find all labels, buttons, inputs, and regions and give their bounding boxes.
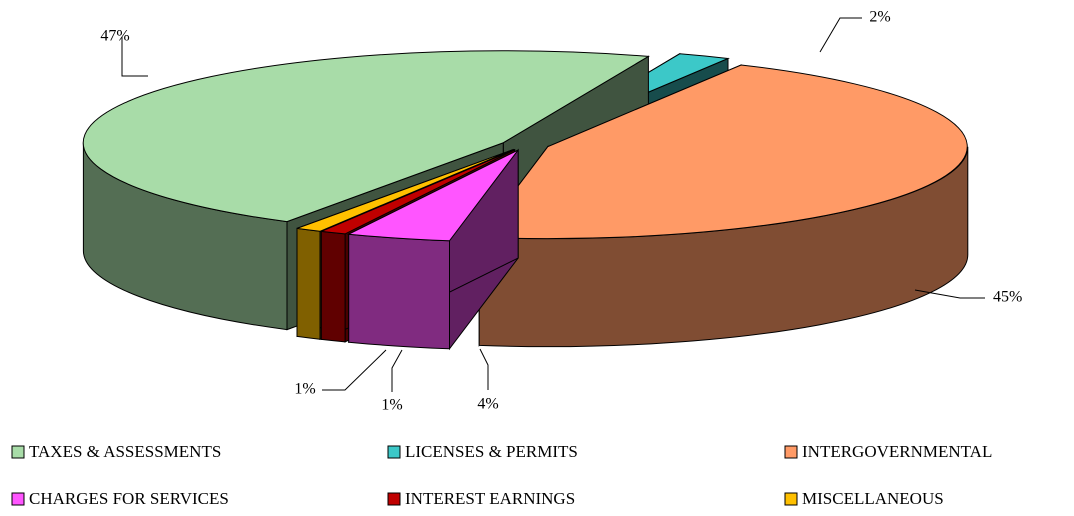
leader-line xyxy=(819,17,862,53)
slice xyxy=(346,148,519,351)
data-label: 2% xyxy=(869,9,890,26)
legend-swatch xyxy=(784,445,798,459)
legend-label: CHARGES FOR SERVICES xyxy=(29,489,229,508)
legend-swatch xyxy=(387,445,401,459)
leader-line xyxy=(479,348,489,390)
legend-label: MISCELLANEOUS xyxy=(802,489,944,508)
slice-top xyxy=(82,50,651,223)
legend-label: LICENSES & PERMITS xyxy=(405,442,578,461)
legend-swatch xyxy=(387,492,401,506)
slice-side xyxy=(320,230,346,343)
data-label: 47% xyxy=(100,28,129,45)
leader-line xyxy=(322,349,387,391)
leader-line xyxy=(914,289,985,299)
legend-label: TAXES & ASSESSMENTS xyxy=(29,442,221,461)
data-label: 45% xyxy=(993,289,1022,306)
slice-top xyxy=(319,149,515,235)
leader-line xyxy=(391,349,403,392)
legend-label: INTERGOVERNMENTAL xyxy=(802,442,992,461)
slice-side xyxy=(296,227,321,340)
slice xyxy=(478,64,969,348)
data-label: 1% xyxy=(294,381,315,398)
data-label: 4% xyxy=(477,396,498,413)
leader-line xyxy=(121,37,148,77)
legend-swatch xyxy=(11,492,25,506)
slice-top xyxy=(296,149,514,232)
legend-label: INTEREST EARNINGS xyxy=(405,489,575,508)
legend-swatch xyxy=(784,492,798,506)
data-label: 1% xyxy=(381,397,402,414)
legend-swatch xyxy=(11,445,25,459)
slice-top xyxy=(478,64,968,240)
slice-side xyxy=(348,233,450,350)
slice-top xyxy=(346,149,519,242)
